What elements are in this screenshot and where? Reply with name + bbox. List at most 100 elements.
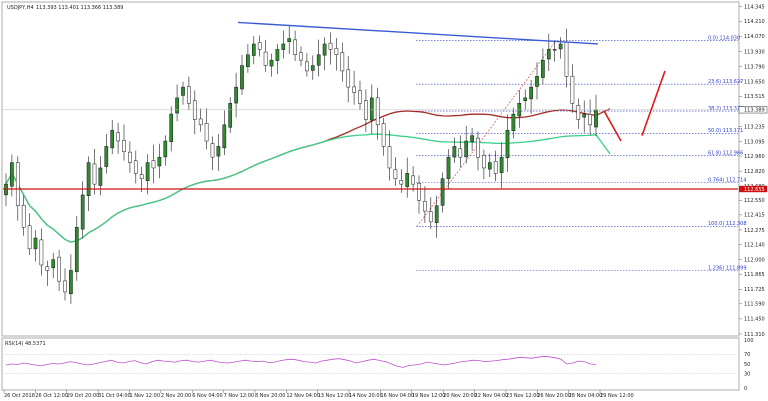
candle-body bbox=[346, 69, 351, 88]
projection-arrow-down[interactable] bbox=[603, 110, 622, 142]
candle-body bbox=[299, 52, 303, 61]
candle-body bbox=[251, 43, 256, 56]
candle-body bbox=[511, 113, 516, 131]
time-tick-label: 7 Nov 12:00 bbox=[224, 393, 255, 399]
symbol-label: USDJPY,H4 bbox=[7, 5, 34, 11]
candle-body bbox=[464, 140, 469, 158]
time-tick-label: 19 Nov 12:00 bbox=[412, 393, 446, 399]
resistance-trendline[interactable] bbox=[237, 21, 599, 45]
candle-body bbox=[505, 129, 510, 159]
candle-body bbox=[393, 169, 398, 179]
candle-body bbox=[576, 105, 581, 120]
candle-body bbox=[582, 113, 587, 118]
price-tick-label: 111.310 bbox=[744, 332, 765, 338]
candle-body bbox=[116, 132, 120, 142]
candle-body bbox=[222, 124, 227, 149]
rsi-label: RSI(14) 48.5371 bbox=[5, 341, 46, 347]
fib-level-label: 23.6) 113.627 bbox=[708, 79, 743, 85]
main-panel-frame bbox=[1, 1, 740, 337]
candle-body bbox=[139, 174, 144, 179]
candle-body bbox=[45, 266, 50, 271]
time-tick-label: 14 Nov 20:00 bbox=[349, 393, 383, 399]
candle-body bbox=[417, 183, 421, 201]
candle-body bbox=[15, 162, 20, 206]
rsi-tick-label: 0 bbox=[744, 386, 747, 392]
candle-body bbox=[151, 160, 156, 169]
candle-body bbox=[334, 48, 339, 56]
candle-body bbox=[287, 38, 292, 42]
candle-body bbox=[405, 173, 410, 187]
candle-body bbox=[33, 237, 38, 250]
price-tick-label: 114.345 bbox=[744, 5, 765, 11]
candle-body bbox=[98, 167, 103, 186]
candle-body bbox=[204, 123, 209, 142]
price-tick-label: 112.415 bbox=[744, 213, 765, 219]
candle-body bbox=[51, 259, 56, 269]
candle-body bbox=[305, 61, 309, 72]
candle-body bbox=[529, 86, 533, 100]
candle-body bbox=[564, 41, 569, 77]
candle-body bbox=[198, 118, 203, 126]
candle-body bbox=[163, 140, 168, 158]
candle-body bbox=[535, 76, 539, 87]
fibonacci-levels[interactable]: 0.0) 114.030 23.6) 113.627 38.2) 113.378 50… bbox=[416, 36, 747, 272]
candle-body bbox=[499, 156, 504, 173]
price-tick-label: 113.235 bbox=[744, 124, 765, 130]
fib-level-label: 0.764) 112.714 bbox=[708, 177, 747, 183]
time-tick-label: 26 Nov 20:00 bbox=[537, 393, 571, 399]
candle-body bbox=[552, 49, 557, 51]
candle-body bbox=[175, 97, 179, 114]
rsi-panel-frame bbox=[1, 337, 740, 391]
price-tick-label: 114.210 bbox=[744, 19, 765, 25]
candle-body bbox=[110, 129, 115, 149]
time-tick-label: 16 Nov 04:00 bbox=[380, 393, 414, 399]
rsi-tick-label: 30 bbox=[744, 371, 750, 377]
candle-body bbox=[21, 204, 26, 228]
candle-body bbox=[570, 75, 575, 104]
time-tick-label: 6 Nov 04:00 bbox=[192, 393, 223, 399]
candle-body bbox=[558, 43, 563, 50]
drawing-objects[interactable]: 112.655 113.389 bbox=[3, 21, 768, 193]
candle-body bbox=[157, 156, 162, 167]
candle-body bbox=[145, 162, 150, 181]
candle-body bbox=[57, 256, 61, 282]
candle-body bbox=[234, 86, 238, 104]
time-tick-label: 2 Nov 20:00 bbox=[161, 393, 192, 399]
candle-body bbox=[216, 146, 221, 157]
price-tick-label: 113.790 bbox=[744, 64, 765, 70]
candle-body bbox=[588, 114, 592, 126]
projection-arrow-up[interactable] bbox=[641, 70, 666, 136]
candle-body bbox=[80, 194, 85, 230]
candle-body bbox=[423, 201, 427, 212]
candle-body bbox=[411, 175, 415, 185]
candle-body bbox=[269, 59, 274, 67]
candle-body bbox=[487, 162, 492, 170]
candle-body bbox=[352, 86, 356, 93]
candle-body bbox=[440, 178, 445, 206]
support-price-label: 112.655 bbox=[744, 187, 765, 193]
price-tick-label: 113.650 bbox=[744, 80, 765, 86]
price-tick-label: 111.865 bbox=[744, 272, 765, 278]
candle-body bbox=[92, 163, 97, 185]
price-tick-label: 112.000 bbox=[744, 257, 765, 263]
time-tick-label: 28 Nov 04:00 bbox=[569, 393, 603, 399]
rsi-tick-label: 100 bbox=[744, 338, 754, 344]
candle-body bbox=[340, 52, 345, 72]
time-tick-label: 8 Nov 20:00 bbox=[255, 393, 286, 399]
candle-body bbox=[399, 180, 404, 185]
ma-fast-line bbox=[5, 133, 611, 243]
candle-body bbox=[281, 43, 286, 50]
time-tick-label: 13 Nov 12:00 bbox=[318, 393, 352, 399]
candle-body bbox=[381, 123, 386, 147]
candle-body bbox=[246, 54, 250, 67]
time-tick-label: 26 Oct 12:00 bbox=[35, 393, 68, 399]
price-tick-label: 111.590 bbox=[744, 302, 765, 308]
candle-body bbox=[482, 155, 486, 169]
time-tick-label: 12 Nov 04:00 bbox=[286, 393, 320, 399]
price-tick-label: 113.515 bbox=[744, 94, 765, 100]
moving-averages bbox=[5, 108, 611, 243]
candle-body bbox=[523, 97, 528, 102]
candle-body bbox=[10, 162, 14, 187]
